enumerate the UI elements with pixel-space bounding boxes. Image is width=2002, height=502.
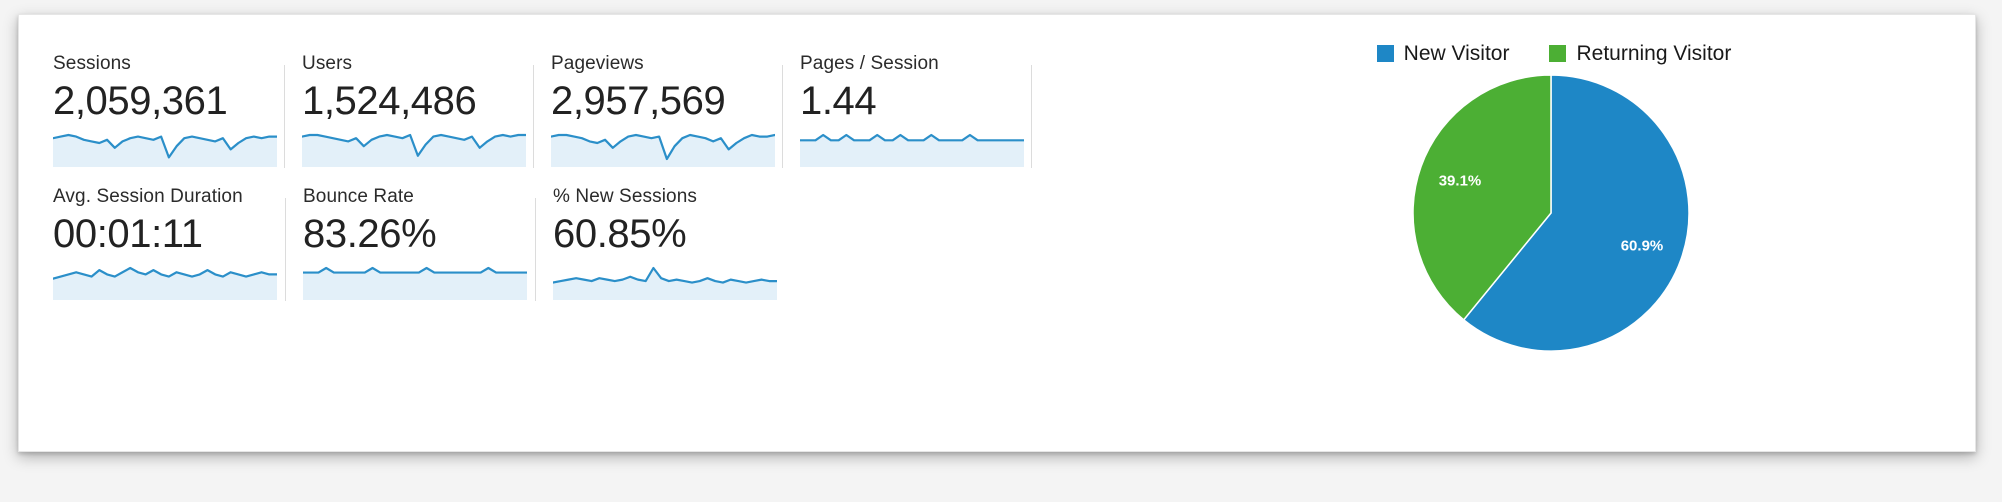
metric-label: Bounce Rate (303, 186, 414, 207)
pie-slice[interactable] (1412, 74, 1552, 321)
metric-label: Sessions (53, 53, 131, 74)
analytics-overview-panel: Sessions 2,059,361 Users 1,524,486 Pagev… (18, 14, 1976, 452)
pie-chart-svg[interactable]: 60.9% 39.1% (1411, 73, 1691, 353)
metric-value: 2,957,569 (551, 79, 726, 123)
sparkline-chart (551, 129, 775, 167)
legend-swatch-icon (1376, 44, 1394, 62)
metric-label: Pages / Session (800, 53, 939, 74)
metric-card-pages-per-session[interactable]: Pages / Session 1.44 (782, 53, 1031, 186)
metric-value: 60.85% (553, 212, 687, 256)
metric-card-sessions[interactable]: Sessions 2,059,361 (35, 53, 284, 186)
metric-label: Users (302, 53, 353, 74)
legend-label: New Visitor (1403, 41, 1510, 65)
sparkline-chart (553, 262, 777, 300)
metric-card-pageviews[interactable]: Pageviews 2,957,569 (533, 53, 782, 186)
metric-label: Avg. Session Duration (53, 186, 243, 207)
sparkline-chart (53, 262, 277, 300)
metric-value: 83.26% (303, 212, 437, 256)
metric-card-avg-session-duration[interactable]: Avg. Session Duration 00:01:11 (35, 186, 285, 319)
metric-card-empty (785, 186, 789, 319)
pie-slice-label: 39.1% (1439, 173, 1482, 190)
pie-canvas: 60.9% 39.1% (1119, 73, 1959, 423)
metric-card-users[interactable]: Users 1,524,486 (284, 53, 533, 186)
legend-item-new-visitor[interactable]: New Visitor (1376, 41, 1510, 65)
legend-label: Returning Visitor (1576, 41, 1732, 65)
pie-slice-label: 60.9% (1621, 237, 1664, 254)
metric-value: 00:01:11 (53, 212, 203, 256)
pie-slice[interactable] (1462, 74, 1690, 352)
sparkline-chart (302, 129, 526, 167)
metric-row-top: Sessions 2,059,361 Users 1,524,486 Pagev… (35, 53, 1035, 186)
metric-card-percent-new-sessions[interactable]: % New Sessions 60.85% (535, 186, 785, 319)
metric-value: 1,524,486 (302, 79, 477, 123)
sparkline-chart (800, 129, 1024, 167)
metric-label: % New Sessions (553, 186, 697, 207)
sparkline-chart (53, 129, 277, 167)
sparkline-chart (303, 262, 527, 300)
legend-swatch-icon (1549, 44, 1567, 62)
visitor-type-chart: New Visitor Returning Visitor 60.9% 39.1% (1119, 33, 1959, 433)
metric-row-bottom: Avg. Session Duration 00:01:11 Bounce Ra… (35, 186, 1035, 319)
metric-grid: Sessions 2,059,361 Users 1,524,486 Pagev… (35, 53, 1035, 319)
metric-label: Pageviews (551, 53, 644, 74)
legend-item-returning-visitor[interactable]: Returning Visitor (1549, 43, 1731, 64)
metric-card-bounce-rate[interactable]: Bounce Rate 83.26% (285, 186, 535, 319)
metric-value: 2,059,361 (53, 79, 228, 123)
metric-grid-right-divider (1031, 53, 1035, 186)
metric-value: 1.44 (800, 79, 877, 123)
pie-legend: New Visitor Returning Visitor (1119, 33, 1959, 73)
